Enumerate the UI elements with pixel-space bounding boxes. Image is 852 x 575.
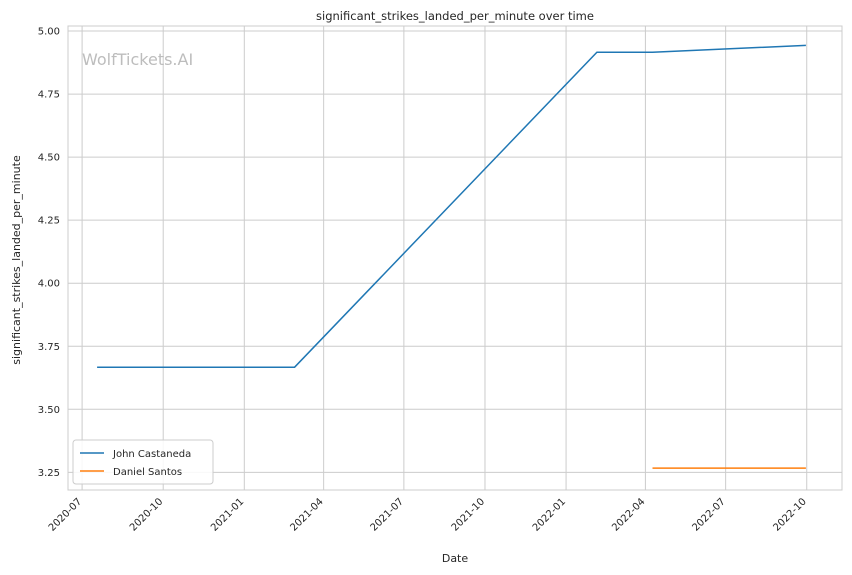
x-tick-label: 2021-04 [288, 496, 325, 533]
x-tick-label: 2020-10 [128, 496, 165, 533]
series-layer [97, 44, 806, 469]
watermark: WolfTickets.AI [82, 50, 193, 69]
y-tick-label: 4.75 [38, 90, 60, 101]
x-tick-label: 2020-07 [47, 496, 84, 533]
y-tick-label: 4.25 [38, 216, 60, 227]
x-tick-label: 2022-10 [772, 496, 809, 533]
x-tick-label: 2021-07 [369, 496, 406, 533]
x-tick-label: 2022-07 [690, 496, 727, 533]
series-line-john-castaneda [97, 44, 806, 368]
y-tick-label: 5.00 [38, 27, 60, 38]
y-axis-label: significant_strikes_landed_per_minute [10, 155, 23, 365]
x-tick-label: 2022-04 [610, 496, 647, 533]
x-tick-label: 2021-10 [450, 496, 487, 533]
y-tick-label: 4.00 [38, 279, 60, 290]
legend-label-john-castaneda: John Castaneda [112, 449, 191, 460]
legend-label-daniel-santos: Daniel Santos [113, 467, 182, 478]
chart-title: significant_strikes_landed_per_minute ov… [316, 9, 594, 23]
x-axis-label: Date [442, 552, 469, 565]
x-tick-label: 2022-01 [531, 496, 568, 533]
y-tick-label: 4.50 [38, 153, 60, 164]
y-tick-label: 3.75 [38, 342, 60, 353]
legend: John Castaneda Daniel Santos [72, 439, 214, 485]
y-tick-label: 3.25 [38, 468, 60, 479]
x-tick-label: 2021-01 [209, 496, 246, 533]
grid-lines [68, 26, 842, 490]
y-tick-label: 3.50 [38, 405, 60, 416]
plot-area-frame [67, 25, 843, 491]
legend-box [72, 439, 214, 485]
